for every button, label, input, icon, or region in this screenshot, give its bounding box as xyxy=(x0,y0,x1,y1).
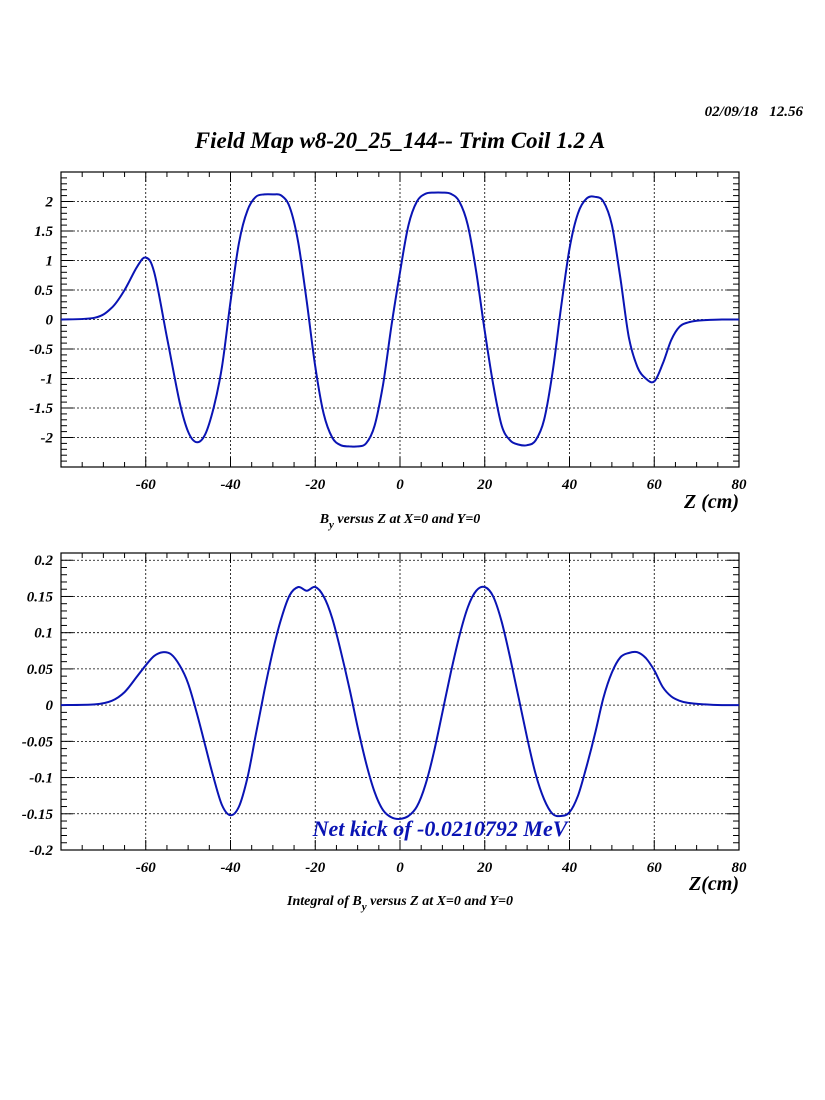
y-tick-label: 1 xyxy=(46,254,54,270)
x-tick-label: 0 xyxy=(396,860,404,876)
timestamp-date: 02/09/18 xyxy=(704,104,758,120)
caption-subscript: y xyxy=(360,901,367,913)
x-tick-label: -60 xyxy=(136,477,156,493)
net-kick-annotation: Net kick of -0.0210792 MeV xyxy=(312,816,570,841)
x-tick-label: 60 xyxy=(647,860,663,876)
y-tick-label: 1.5 xyxy=(34,224,53,240)
y-tick-label: -0.1 xyxy=(29,771,53,787)
x-tick-label: -20 xyxy=(305,860,325,876)
timestamp: 02/09/18 12.56 xyxy=(705,104,803,121)
y-tick-label: -1 xyxy=(41,372,54,388)
x-tick-label: 20 xyxy=(476,477,493,493)
series-line xyxy=(60,191,740,448)
x-tick-label: 40 xyxy=(561,477,578,493)
plot-frame xyxy=(60,552,740,851)
y-tick-label: 0 xyxy=(46,698,54,714)
page-title: Field Map w8-20_25_144-- Trim Coil 1.2 A xyxy=(194,128,606,153)
caption-subscript: y xyxy=(327,519,334,531)
x-tick-label: -60 xyxy=(136,860,156,876)
x-axis-title: Z(cm) xyxy=(688,873,739,895)
x-tick-label: -40 xyxy=(221,860,241,876)
caption-rest: versus Z at X=0 and Y=0 xyxy=(367,894,513,909)
x-tick-label: 80 xyxy=(732,477,748,493)
y-tick-label: 0.15 xyxy=(27,589,54,605)
x-tick-label: -40 xyxy=(221,477,241,493)
y-tick-label: 2 xyxy=(45,195,54,211)
caption-rest: versus Z at X=0 and Y=0 xyxy=(334,512,480,527)
y-tick-label: -0.5 xyxy=(29,342,53,358)
y-tick-label: 0.5 xyxy=(34,283,53,299)
caption-main: Integral of B xyxy=(286,894,362,909)
x-tick-label: 0 xyxy=(396,477,404,493)
x-tick-label: 40 xyxy=(561,860,578,876)
integral-plot: -60 -40 -20 0 20 40 60 80 -0.2 -0.15 -0.1 -0.05 0 0.0… xyxy=(22,552,748,913)
y-tick-label: -2 xyxy=(41,431,54,447)
y-tick-label: 0.05 xyxy=(27,662,54,678)
caption-main: B xyxy=(319,512,329,527)
x-tick-label: 60 xyxy=(647,477,663,493)
y-tick-label: -0.15 xyxy=(22,807,54,823)
x-tick-label: 20 xyxy=(476,860,493,876)
y-tick-label: 0 xyxy=(46,313,54,329)
y-tick-label: 0.2 xyxy=(34,553,53,569)
y-tick-label: -1.5 xyxy=(29,401,53,417)
y-tick-label: -0.2 xyxy=(29,843,53,859)
plot-caption: Integral of By versus Z at X=0 and Y=0 xyxy=(286,894,513,913)
plot-caption: By versus Z at X=0 and Y=0 xyxy=(319,512,481,531)
x-tick-label: 80 xyxy=(732,860,748,876)
y-tick-label: 0.1 xyxy=(34,626,53,642)
x-tick-label: -20 xyxy=(305,477,325,493)
field-plot: -60 -40 -20 0 20 40 60 80 -2 -1.5 -1 -0.5 0 0.5 1 1.5 2 Z… xyxy=(29,171,748,531)
timestamp-time: 12.56 xyxy=(769,104,803,120)
x-axis-title: Z (cm) xyxy=(683,491,739,513)
series-line xyxy=(60,585,740,820)
y-tick-label: -0.05 xyxy=(22,734,54,750)
